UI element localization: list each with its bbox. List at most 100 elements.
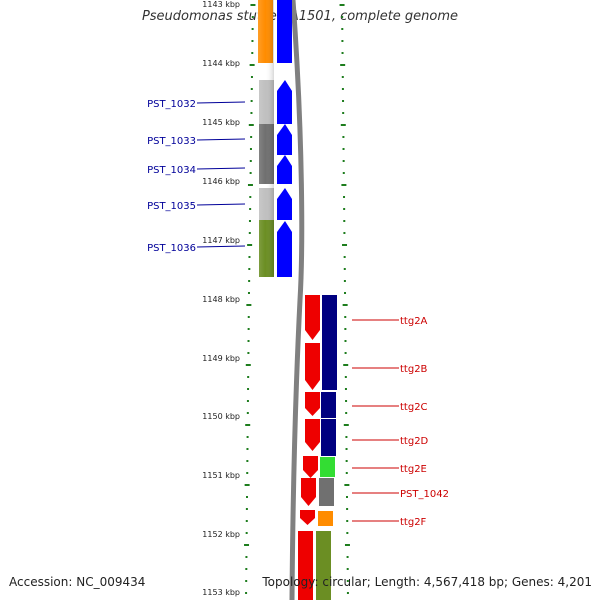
tick-mark	[249, 64, 255, 66]
tick-mark	[247, 352, 250, 354]
tick-mark	[248, 220, 251, 222]
tick-mark	[343, 268, 346, 270]
tick-mark	[344, 388, 347, 390]
label-connector	[196, 245, 246, 248]
tick-rails	[244, 4, 350, 594]
map-title: Pseudomonas stutzeri A1501, complete gen…	[141, 9, 459, 24]
tick-mark	[244, 544, 250, 546]
gene-label[interactable]: PST_1035	[147, 201, 196, 212]
upper-forward-track	[277, 0, 292, 277]
tick-mark	[342, 244, 348, 246]
gene-arrow	[305, 419, 320, 451]
tick-mark	[345, 460, 348, 462]
tick-mark	[248, 280, 251, 282]
tick-mark	[250, 76, 253, 78]
tick-mark	[342, 100, 345, 102]
tick-mark	[346, 568, 349, 570]
tick-mark	[341, 184, 347, 186]
tick-mark	[344, 544, 350, 546]
tick-mark	[342, 148, 345, 150]
tick-label: 1151 kbp	[202, 471, 240, 480]
gene-label[interactable]: ttg2A	[400, 316, 428, 327]
tick-mark	[245, 532, 248, 534]
tick-mark	[248, 124, 254, 126]
label-connector	[196, 167, 246, 170]
tick-labels: 1143 kbp 1144 kbp 1145 kbp 1146 kbp 1147 kbp…	[202, 0, 240, 597]
tick-mark	[343, 364, 349, 366]
tick-mark	[343, 196, 346, 198]
tick-mark	[246, 304, 252, 306]
gene-label[interactable]: ttg2E	[400, 464, 427, 475]
gene-arrow	[305, 392, 320, 416]
tick-mark	[249, 208, 252, 210]
label-connector	[196, 203, 246, 206]
tick-mark	[345, 472, 348, 474]
gene-label[interactable]: ttg2B	[400, 364, 428, 375]
tick-mark	[344, 292, 347, 294]
tick-mark	[340, 124, 346, 126]
tick-mark	[250, 100, 253, 102]
tick-mark	[245, 520, 248, 522]
tick-mark	[344, 352, 347, 354]
tick-label: 1144 kbp	[202, 59, 240, 68]
tick-mark	[341, 52, 344, 54]
tick-label: 1146 kbp	[202, 177, 240, 186]
tick-mark	[343, 220, 346, 222]
tick-mark	[342, 160, 345, 162]
gene-arrow	[277, 221, 292, 277]
tick-mark	[251, 52, 254, 54]
tick-mark	[251, 16, 254, 18]
tick-mark	[246, 412, 249, 414]
gene-label[interactable]: ttg2F	[400, 517, 427, 528]
tick-mark	[339, 4, 345, 6]
tick-mark	[249, 172, 252, 174]
tick-mark	[247, 328, 250, 330]
gene-label[interactable]: PST_1034	[147, 165, 196, 176]
upper-cog-track	[258, 0, 274, 277]
gene-arrow	[300, 510, 315, 525]
tick-mark	[343, 208, 346, 210]
tick-mark	[246, 448, 249, 450]
gene-arrow	[277, 0, 292, 63]
tick-mark	[346, 520, 349, 522]
gene-arrow	[277, 80, 292, 124]
tick-mark	[245, 508, 248, 510]
tick-mark	[250, 88, 253, 90]
gene-block	[316, 531, 331, 600]
gene-label[interactable]: PST_1042	[400, 489, 449, 500]
tick-mark	[344, 328, 347, 330]
tick-label: 1147 kbp	[202, 236, 240, 245]
gene-label[interactable]: PST_1036	[147, 243, 196, 254]
topology-text: Topology: circular; Length: 4,567,418 bp…	[262, 575, 592, 589]
gene-label[interactable]: ttg2C	[400, 402, 428, 413]
tick-mark	[341, 16, 344, 18]
label-connector	[196, 101, 246, 104]
tick-mark	[247, 292, 250, 294]
tick-mark	[345, 496, 348, 498]
tick-label: 1148 kbp	[202, 295, 240, 304]
tick-mark	[250, 136, 253, 138]
gene-label[interactable]: PST_1032	[147, 99, 196, 110]
tick-label: 1150 kbp	[202, 412, 240, 421]
tick-mark	[247, 244, 253, 246]
tick-mark	[246, 436, 249, 438]
tick-mark	[247, 376, 250, 378]
gene-arrow	[277, 124, 292, 155]
accession-text: Accession: NC_009434	[9, 575, 146, 589]
tick-mark	[248, 232, 251, 234]
gene-arrow	[305, 343, 320, 390]
right-gene-labels: ttg2A ttg2B ttg2C ttg2D ttg2E PST_1042 ttg2F	[352, 316, 449, 528]
tick-mark	[345, 448, 348, 450]
tick-mark	[343, 424, 349, 426]
tick-mark	[346, 592, 349, 594]
tick-mark	[246, 472, 249, 474]
gene-label[interactable]: PST_1033	[147, 136, 196, 147]
tick-mark	[345, 400, 348, 402]
tick-mark	[245, 580, 248, 582]
tick-mark	[245, 424, 251, 426]
gene-arrow	[277, 155, 292, 184]
gene-arrow	[301, 478, 316, 506]
tick-mark	[341, 88, 344, 90]
gene-label[interactable]: ttg2D	[400, 436, 429, 447]
